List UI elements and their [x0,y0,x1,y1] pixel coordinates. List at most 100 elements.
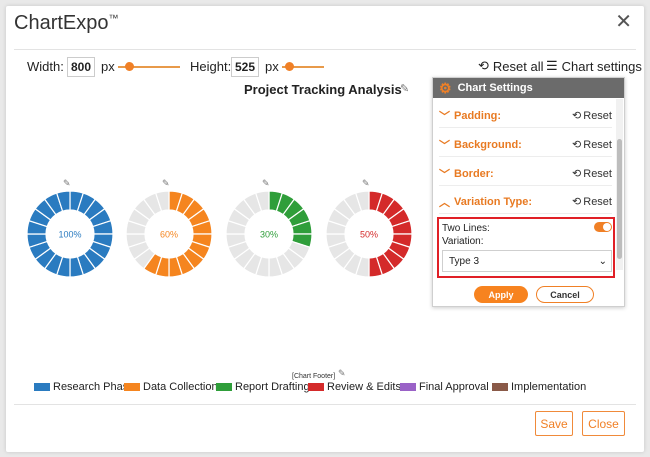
reset-icon: ⟲ [572,110,582,122]
legend-label: Research Phase [53,381,135,393]
border-label-text: Border: [454,167,494,180]
height-label: Height: [190,59,232,74]
height-unit: px [265,59,279,74]
save-button[interactable]: Save [535,411,573,436]
width-label: Width: [27,59,64,74]
chart-footer-placeholder[interactable]: [Chart Footer] [292,373,336,380]
donut-segment [55,190,71,212]
width-slider[interactable] [118,66,180,68]
footer-divider [14,404,636,405]
chevron-down-icon: ⌄ [598,255,607,267]
edit-donut-4-pencil-icon[interactable]: ✎ [362,178,370,188]
border-reset-label: Reset [583,167,612,180]
scrollbar-thumb[interactable] [617,139,622,259]
padding-row[interactable]: ﹀ Padding: ⟲ Reset [439,104,612,128]
height-input[interactable]: 525 [231,57,259,77]
background-reset-label: Reset [583,138,612,151]
two-lines-toggle[interactable] [594,222,612,232]
donut-chart-review: 50% [325,190,413,278]
edit-title-pencil-icon[interactable]: ✎ [400,83,410,95]
background-label: ﹀ Background: [439,137,522,153]
legend-label: Data Collection [143,381,218,393]
width-input[interactable]: 800 [67,57,95,77]
reset-icon: ⟲ [572,168,582,180]
variation-label: Variation: [442,236,484,247]
legend-item[interactable]: Final Approval [400,381,489,393]
chevron-down-icon: ﹀ [439,139,450,152]
padding-reset[interactable]: ⟲ Reset [572,109,612,123]
legend-label: Final Approval [419,381,489,393]
legend-swatch [124,383,140,391]
legend-item[interactable]: Implementation [492,381,586,393]
border-row[interactable]: ﹀ Border: ⟲ Reset [439,162,612,186]
variation-options-highlight [437,217,615,278]
reset-icon: ⟲ [572,139,582,151]
reset-all-button[interactable]: ⟲ Reset all [478,58,543,74]
variation-type-label: ︿ Variation Type: [439,194,532,210]
variation-select-value: Type 3 [449,255,480,267]
chevron-down-icon: ﹀ [439,168,450,181]
donut-chart-data-collection: 60% [125,190,213,278]
panel-header: ⚙ Chart Settings [433,78,624,98]
width-slider-knob[interactable] [125,62,134,71]
panel-scrollbar[interactable] [616,99,623,270]
background-label-text: Background: [454,138,522,151]
padding-label-text: Padding: [454,109,502,122]
donut-segment [154,190,170,212]
app-title: ChartExpo™ [14,12,119,35]
legend-label: Review & Edits [327,381,401,393]
cancel-button[interactable]: Cancel [536,286,594,303]
gear-icon: ⚙ [439,79,452,96]
variation-type-reset-label: Reset [583,195,612,208]
sliders-icon: ☰ [546,58,558,73]
legend-item[interactable]: Report Drafting [216,381,310,393]
donut-1: 100% [26,190,114,283]
edit-donut-3-pencil-icon[interactable]: ✎ [262,178,270,188]
chart-settings-label: Chart settings [561,58,642,74]
legend-item[interactable]: Review & Edits [308,381,401,393]
donut-value-label: 60% [160,230,178,240]
background-reset[interactable]: ⟲ Reset [572,138,612,152]
apply-button[interactable]: Apply [474,286,528,303]
edit-donut-2-pencil-icon[interactable]: ✎ [162,178,170,188]
two-lines-label: Two Lines: [442,223,490,234]
trademark: ™ [108,13,119,25]
donut-4: 50% [325,190,413,283]
background-row[interactable]: ﹀ Background: ⟲ Reset [439,133,612,157]
legend-swatch [34,383,50,391]
close-icon[interactable]: ✕ [615,11,632,33]
legend-item[interactable]: Data Collection [124,381,218,393]
reset-icon: ⟲ [572,196,582,208]
chevron-down-icon: ﹀ [439,110,450,123]
chart-settings-panel: ⚙ Chart Settings ﹀ Padding: ⟲ Reset ﹀ Backg… [432,77,625,307]
border-label: ﹀ Border: [439,166,494,182]
variation-type-row[interactable]: ︿ Variation Type: ⟲ Reset [439,190,612,214]
chart-title[interactable]: Project Tracking Analysis [244,82,402,97]
donut-chart-research: 100% [26,190,114,278]
donut-value-label: 100% [58,230,81,240]
edit-donut-1-pencil-icon[interactable]: ✎ [63,178,71,188]
chart-settings-button[interactable]: ☰ Chart settings [546,58,642,74]
width-unit: px [101,59,115,74]
edit-footer-pencil-icon[interactable]: ✎ [338,368,346,378]
app-title-text: ChartExpo [14,12,109,34]
variation-type-reset[interactable]: ⟲ Reset [572,195,612,209]
border-reset[interactable]: ⟲ Reset [572,167,612,181]
donut-value-label: 30% [260,230,278,240]
legend-swatch [216,383,232,391]
donut-3: 30% [225,190,313,283]
close-button[interactable]: Close [582,411,625,436]
height-slider[interactable] [282,66,324,68]
legend-swatch [492,383,508,391]
legend-item[interactable]: Research Phase [34,381,134,393]
donut-segment [254,190,270,212]
header-divider [14,49,636,50]
variation-select[interactable]: Type 3 ⌄ [442,250,612,272]
legend-label: Implementation [511,381,587,393]
donut-chart-report-drafting: 30% [225,190,313,278]
height-slider-knob[interactable] [285,62,294,71]
donut-segment [354,190,370,212]
reset-icon: ⟲ [478,58,489,73]
donut-value-label: 50% [360,230,378,240]
panel-title: Chart Settings [457,82,533,94]
